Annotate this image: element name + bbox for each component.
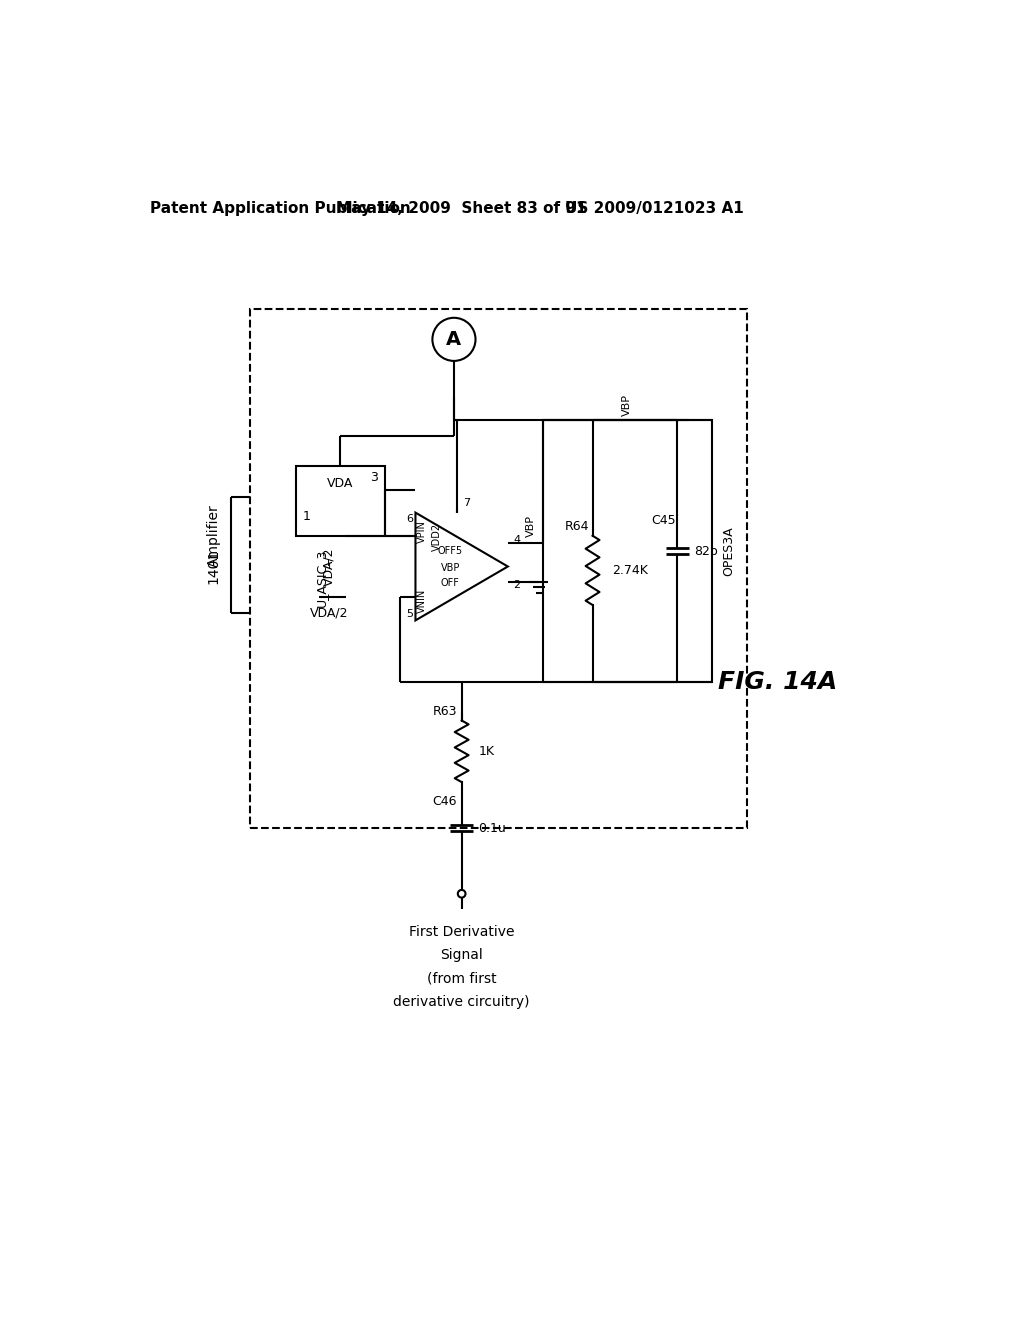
Text: VPIN: VPIN: [417, 520, 427, 544]
Text: VDA: VDA: [328, 477, 353, 490]
Text: C45: C45: [651, 513, 676, 527]
Text: R64: R64: [565, 520, 590, 533]
Text: 2.74K: 2.74K: [611, 564, 648, 577]
Text: 3: 3: [370, 471, 378, 483]
Text: Patent Application Publication: Patent Application Publication: [151, 201, 411, 216]
Text: US 2009/0121023 A1: US 2009/0121023 A1: [565, 201, 743, 216]
Text: OFF: OFF: [440, 578, 460, 589]
Text: Signal: Signal: [440, 948, 483, 962]
Text: A: A: [446, 330, 462, 348]
Text: OFF5: OFF5: [437, 546, 463, 556]
Text: 2: 2: [514, 579, 520, 590]
Text: 6: 6: [406, 513, 413, 524]
Text: derivative circuitry): derivative circuitry): [393, 994, 529, 1008]
Text: 0.1u: 0.1u: [478, 822, 506, 834]
Text: First Derivative: First Derivative: [409, 925, 514, 940]
Text: Amplifier: Amplifier: [207, 504, 221, 568]
Bar: [250, 309, 746, 829]
Text: U_ASIC_3: U_ASIC_3: [315, 549, 328, 607]
Text: 7: 7: [463, 499, 470, 508]
Text: VBP: VBP: [623, 393, 632, 416]
Text: 82p: 82p: [694, 545, 718, 557]
Text: FIG. 14A: FIG. 14A: [718, 671, 837, 694]
Text: R63: R63: [432, 705, 457, 718]
Bar: [543, 420, 712, 682]
Text: May 14, 2009  Sheet 83 of 91: May 14, 2009 Sheet 83 of 91: [337, 201, 587, 216]
Bar: [296, 466, 385, 536]
Text: VNIN: VNIN: [417, 589, 427, 614]
Text: VBP: VBP: [526, 516, 536, 537]
Text: VDA/2: VDA/2: [323, 548, 336, 586]
Text: 1K: 1K: [478, 744, 495, 758]
Text: VBP: VBP: [440, 564, 460, 573]
Text: VDD2: VDD2: [432, 523, 442, 552]
Text: VDA/2: VDA/2: [310, 606, 348, 619]
Text: 1401: 1401: [207, 549, 221, 585]
Text: OPES3A: OPES3A: [722, 527, 735, 576]
Text: C46: C46: [432, 795, 457, 808]
Text: (from first: (from first: [427, 972, 497, 986]
Text: 1: 1: [303, 510, 311, 523]
Text: 4: 4: [514, 536, 520, 545]
Text: 5: 5: [406, 610, 413, 619]
